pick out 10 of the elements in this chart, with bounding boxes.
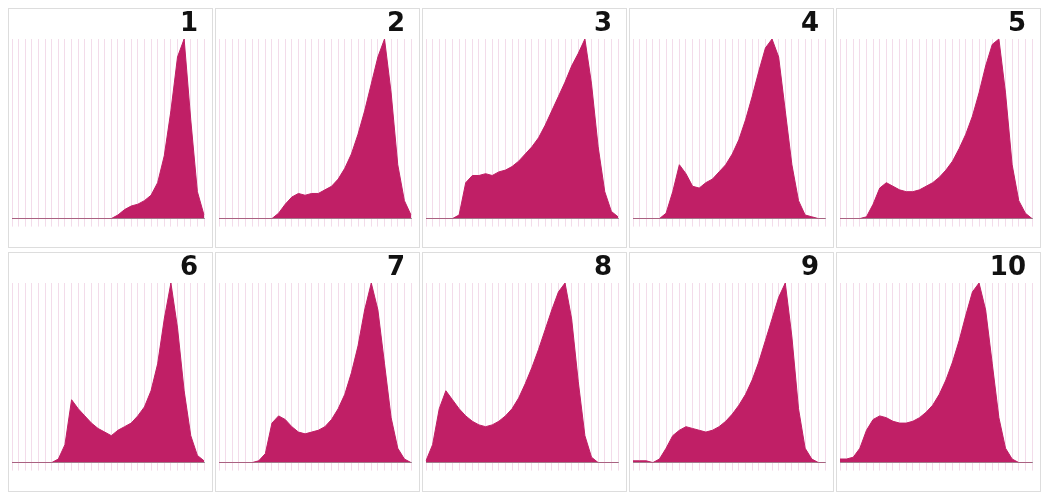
chart-title: 5	[1007, 6, 1026, 37]
chart-title: 3	[593, 6, 612, 37]
chart-title: 2	[386, 6, 405, 37]
chart-title: 6	[179, 250, 198, 281]
chart-title: 4	[800, 6, 819, 37]
chart-title: 9	[800, 250, 819, 281]
chart-title: 1	[179, 6, 198, 37]
chart-title: 7	[386, 250, 405, 281]
chart-title: 8	[593, 250, 612, 281]
chart-title: 10	[989, 250, 1026, 281]
